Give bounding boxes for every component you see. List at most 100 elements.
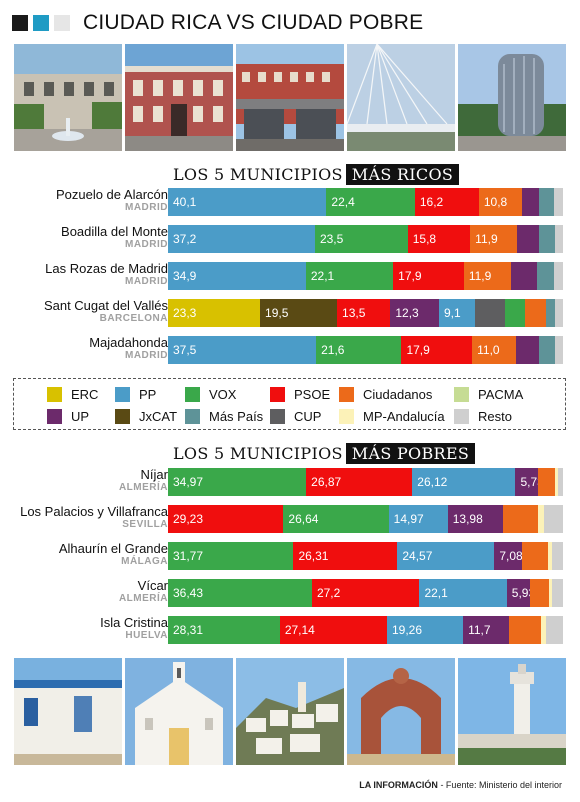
legend-swatch <box>47 386 62 402</box>
bar-segment-vox <box>168 579 312 607</box>
municipality-label: Alhaurín el Grande MÁLAGA <box>8 541 168 568</box>
chart-row: Isla Cristina HUELVA 28,31 27,14 19,26 11,7 <box>0 615 580 644</box>
bar-segment-up <box>510 262 538 290</box>
legend-label: ERC <box>71 386 99 402</box>
bar-segment-psoe <box>407 225 471 253</box>
bar-segment-psoe <box>337 299 391 327</box>
data-label: 24,57 <box>402 549 433 563</box>
legend-item-mp: Más País <box>185 408 263 424</box>
municipality-label: Vícar ALMERÍA <box>8 578 168 605</box>
bar-segment-psoe <box>168 505 284 533</box>
chart-row: Sant Cugat del Vallés BARCELONA 23,3 19,5 13… <box>0 298 580 327</box>
stacked-bar: 34,9 22,1 17,9 11,9 <box>168 262 563 290</box>
chart-row: Los Palacios y Villafranca SEVILLA 29,23 26… <box>0 504 580 533</box>
chart-row: Vícar ALMERÍA 36,43 27,2 22,1 5,93 <box>0 578 580 607</box>
municipality-label: Níjar ALMERÍA <box>8 467 168 494</box>
photo-cable-bridge <box>347 44 455 151</box>
data-label: 27,14 <box>284 623 315 637</box>
legend-swatch <box>115 408 130 424</box>
data-label: 17,9 <box>398 269 422 283</box>
photo-hillside-village <box>236 658 344 765</box>
legend-label: JxCAT <box>139 408 178 424</box>
bar-segment-resto <box>554 225 563 253</box>
bar-segment-vox <box>326 188 415 216</box>
legend-swatch <box>185 386 200 402</box>
footer-brand: LA INFORMACIÓN <box>359 780 438 790</box>
bar-segment-up <box>463 616 510 644</box>
municipality-name: Alhaurín el Grande <box>58 541 168 556</box>
data-label: 16,2 <box>419 195 444 209</box>
data-label: 26,31 <box>298 549 329 563</box>
bar-segment-cs <box>538 468 556 496</box>
bar-segment-pp <box>168 225 315 253</box>
photo-town-hall-brick <box>125 44 233 151</box>
chart-row: Majadahonda MADRID 37,5 21,6 17,9 11,0 <box>0 335 580 364</box>
bar-segment-vox <box>314 225 408 253</box>
legend-swatch <box>270 408 285 424</box>
legend-item-cs: Ciudadanos <box>339 386 432 402</box>
bar-segment-up <box>515 336 540 364</box>
bar-segment-pp <box>438 299 475 327</box>
legend-item-resto: Resto <box>454 408 512 424</box>
rich-section-prefix: LOS 5 MUNICIPIOS <box>173 164 343 184</box>
data-label: 22,4 <box>331 195 355 209</box>
bar-segment-resto <box>557 468 563 496</box>
bar-segment-mp <box>539 188 555 216</box>
bar-segment-mpa <box>540 616 546 644</box>
bar-segment-psoe <box>401 336 473 364</box>
stacked-bar: 40,1 22,4 16,2 10,8 <box>168 188 563 216</box>
bar-segment-up <box>521 188 540 216</box>
chart-row: Níjar ALMERÍA 34,97 26,87 26,12 5,73 <box>0 467 580 496</box>
bar-segment-erc <box>168 299 261 327</box>
bar-segment-resto <box>554 299 563 327</box>
legend-swatch <box>454 408 469 424</box>
legend-item-cup: CUP <box>270 408 321 424</box>
data-label: 26,12 <box>417 475 448 489</box>
data-label: 17,9 <box>406 343 430 357</box>
footer-source: - Fuente: Ministerio del interior <box>437 780 562 790</box>
data-label: 15,8 <box>412 232 437 246</box>
photo-town-square-fountain <box>14 44 122 151</box>
legend-swatch <box>339 386 354 402</box>
bar-segment-cs <box>525 299 547 327</box>
municipality-label: Las Rozas de Madrid MADRID <box>8 261 168 288</box>
municipality-label: Pozuelo de Alarcón MADRID <box>8 187 168 214</box>
photo-white-chapel <box>125 658 233 765</box>
bar-segment-jxcat <box>260 299 338 327</box>
data-label: 13,5 <box>342 306 366 320</box>
poor-photo-strip <box>14 658 566 765</box>
bar-segment-mpa <box>555 468 558 496</box>
bar-segment-psoe <box>279 616 387 644</box>
stacked-bar: 36,43 27,2 22,1 5,93 <box>168 579 563 607</box>
bar-segment-psoe <box>293 542 398 570</box>
bar-segment-pp <box>168 336 317 364</box>
data-label: 26,87 <box>311 475 342 489</box>
bar-segment-pp <box>387 616 464 644</box>
data-label: 34,97 <box>173 475 204 489</box>
legend-item-psoe: PSOE <box>270 386 330 402</box>
bar-segment-resto <box>546 616 563 644</box>
province-name: ALMERÍA <box>118 593 168 604</box>
municipality-name: Pozuelo de Alarcón <box>55 187 168 202</box>
data-label: 5,93 <box>511 586 536 600</box>
data-label: 37,2 <box>173 232 197 246</box>
data-label: 11,9 <box>475 232 498 246</box>
legend-label: UP <box>71 408 90 424</box>
legend-swatch <box>185 408 200 424</box>
municipality-label: Los Palacios y Villafranca SEVILLA <box>8 504 168 531</box>
legend-label: PP <box>139 386 157 402</box>
legend-label: VOX <box>209 386 237 402</box>
rich-photo-strip <box>14 44 566 151</box>
municipality-name: Isla Cristina <box>100 615 168 630</box>
bar-segment-mpa <box>548 579 553 607</box>
legend-swatch <box>47 408 62 424</box>
municipality-label: Sant Cugat del Vallés BARCELONA <box>8 298 168 325</box>
stacked-bar: 28,31 27,14 19,26 11,7 <box>168 616 563 644</box>
legend-item-pp: PP <box>115 386 156 402</box>
legend-item-jxcat: JxCAT <box>115 408 177 424</box>
stacked-bar: 23,3 19,5 13,5 12,3 9,1 <box>168 299 563 327</box>
data-label: 31,77 <box>173 549 204 563</box>
bar-segment-resto <box>543 505 563 533</box>
header-square-blue <box>33 15 49 31</box>
bar-segment-pp <box>388 505 448 533</box>
